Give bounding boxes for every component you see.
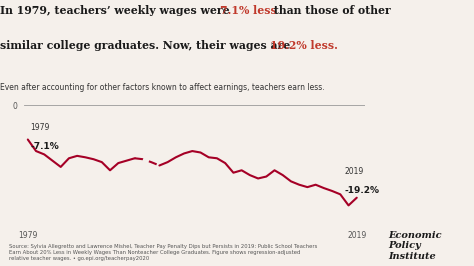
Text: -19.2%: -19.2% [345,186,379,195]
Text: Even after accounting for other factors known to affect earnings, teachers earn : Even after accounting for other factors … [0,83,325,92]
Text: than those of other: than those of other [270,5,391,16]
Text: 19.2% less.: 19.2% less. [270,40,338,51]
Text: -7.1%: -7.1% [30,142,59,151]
Text: similar college graduates. Now, their wages are: similar college graduates. Now, their wa… [0,40,294,51]
Text: Source: Sylvia Allegretto and Lawrence Mishel, Teacher Pay Penalty Dips but Pers: Source: Sylvia Allegretto and Lawrence M… [9,244,318,261]
Text: In 1979, teachers’ weekly wages were: In 1979, teachers’ weekly wages were [0,5,233,16]
Text: 7.1% less: 7.1% less [220,5,277,16]
Text: Economic
Policy
Institute: Economic Policy Institute [389,231,442,261]
Text: 2019: 2019 [345,167,364,176]
Text: 1979: 1979 [30,123,50,132]
